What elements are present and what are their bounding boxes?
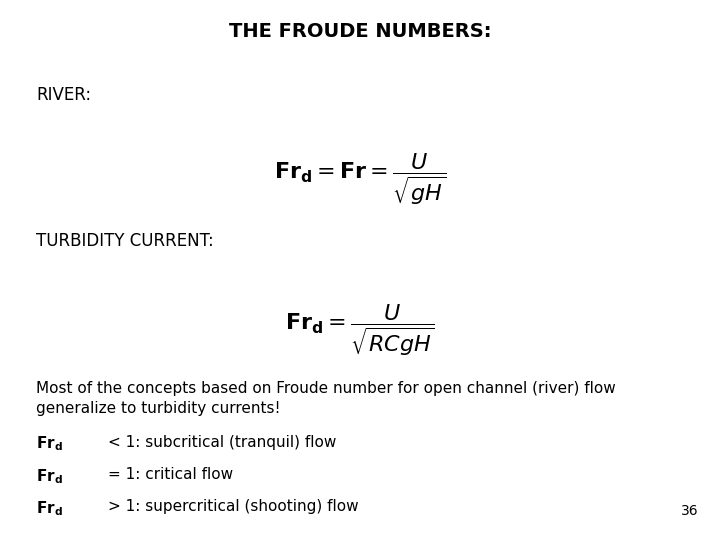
Text: 36: 36 xyxy=(681,504,698,518)
Text: RIVER:: RIVER: xyxy=(36,86,91,104)
Text: $\mathbf{Fr_d}$: $\mathbf{Fr_d}$ xyxy=(36,435,63,454)
Text: = 1: critical flow: = 1: critical flow xyxy=(108,467,233,482)
Text: $\mathbf{Fr_d} = \dfrac{U}{\sqrt{RCgH}}$: $\mathbf{Fr_d} = \dfrac{U}{\sqrt{RCgH}}$ xyxy=(285,302,435,358)
Text: THE FROUDE NUMBERS:: THE FROUDE NUMBERS: xyxy=(229,22,491,40)
Text: TURBIDITY CURRENT:: TURBIDITY CURRENT: xyxy=(36,232,214,250)
Text: $\mathbf{Fr_d}$: $\mathbf{Fr_d}$ xyxy=(36,500,63,518)
Text: Most of the concepts based on Froude number for open channel (river) flow
genera: Most of the concepts based on Froude num… xyxy=(36,381,616,415)
Text: $\mathbf{Fr_d} = \mathbf{Fr} = \dfrac{U}{\sqrt{gH}}$: $\mathbf{Fr_d} = \mathbf{Fr} = \dfrac{U}… xyxy=(274,151,446,207)
Text: < 1: subcritical (tranquil) flow: < 1: subcritical (tranquil) flow xyxy=(108,435,336,450)
Text: > 1: supercritical (shooting) flow: > 1: supercritical (shooting) flow xyxy=(108,500,359,515)
Text: $\mathbf{Fr_d}$: $\mathbf{Fr_d}$ xyxy=(36,467,63,486)
